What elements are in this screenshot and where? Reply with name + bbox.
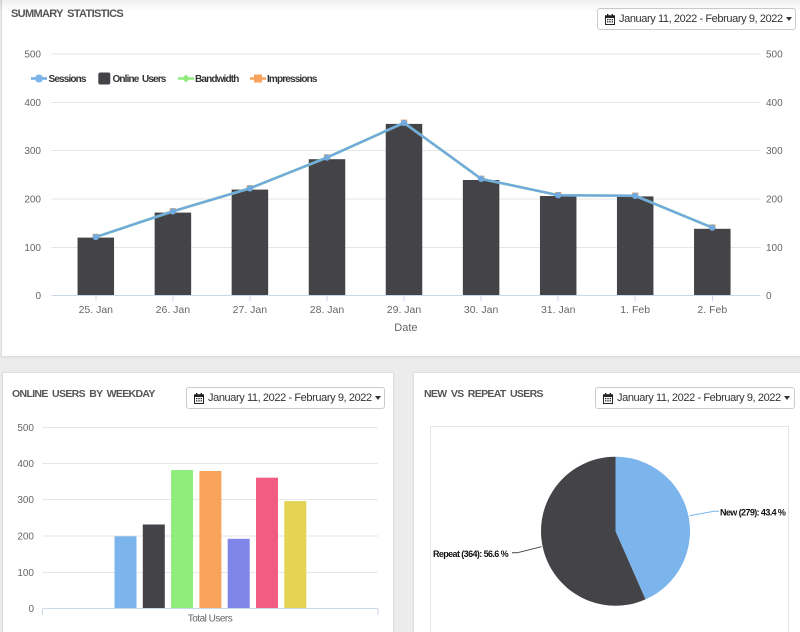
svg-text:29. Jan: 29. Jan <box>387 304 422 316</box>
svg-text:Online Users: Online Users <box>113 74 167 85</box>
svg-text:200: 200 <box>766 195 783 206</box>
svg-text:400: 400 <box>766 98 783 109</box>
svg-text:26. Jan: 26. Jan <box>156 304 191 316</box>
svg-text:400: 400 <box>17 459 34 470</box>
svg-text:27. Jan: 27. Jan <box>233 304 268 316</box>
svg-text:200: 200 <box>24 195 41 206</box>
svg-text:100: 100 <box>766 243 783 254</box>
svg-text:Bandwidth: Bandwidth <box>195 74 239 85</box>
svg-text:Date: Date <box>394 322 417 334</box>
svg-text:1. Feb: 1. Feb <box>620 304 650 316</box>
svg-text:100: 100 <box>17 568 34 579</box>
svg-text:Impressions: Impressions <box>267 74 318 85</box>
svg-text:25. Jan: 25. Jan <box>79 304 114 316</box>
svg-text:200: 200 <box>17 532 34 543</box>
svg-text:300: 300 <box>17 495 34 506</box>
svg-text:Total Users: Total Users <box>188 614 233 625</box>
svg-text:500: 500 <box>766 50 783 61</box>
svg-text:Repeat (364): 56.6 %: Repeat (364): 56.6 % <box>433 549 509 559</box>
svg-text:30. Jan: 30. Jan <box>464 304 499 316</box>
svg-text:0: 0 <box>35 291 41 302</box>
svg-text:500: 500 <box>24 50 41 61</box>
svg-text:0: 0 <box>766 291 772 302</box>
svg-text:New (279): 43.4 %: New (279): 43.4 % <box>720 508 786 518</box>
svg-text:31. Jan: 31. Jan <box>541 304 576 316</box>
svg-text:28. Jan: 28. Jan <box>310 304 345 316</box>
svg-text:300: 300 <box>24 146 41 157</box>
svg-text:2. Feb: 2. Feb <box>697 304 727 316</box>
svg-text:0: 0 <box>28 604 34 615</box>
svg-text:400: 400 <box>24 98 41 109</box>
svg-text:100: 100 <box>24 243 41 254</box>
svg-text:500: 500 <box>17 423 34 434</box>
svg-text:300: 300 <box>766 146 783 157</box>
svg-text:Sessions: Sessions <box>49 74 87 85</box>
